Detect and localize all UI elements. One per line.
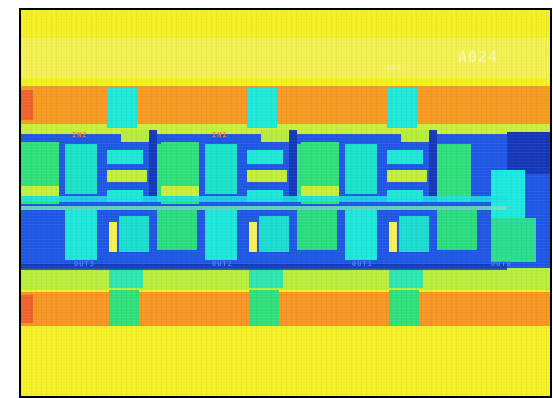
- cell-1-gate-finger: [249, 222, 257, 252]
- output-label-out2: OUT2: [212, 260, 233, 268]
- cell-2-gate-stripe-left: [301, 186, 339, 196]
- cell-1-green-well: [297, 210, 337, 250]
- cell-1-cyan-well-b: [205, 210, 237, 260]
- lower-lime-band: [21, 268, 550, 290]
- cell-0-top-contact: [107, 88, 137, 128]
- right-cyan-pad: [491, 170, 525, 220]
- cell-0-gate-stripe-left: [21, 186, 59, 196]
- cell-1-top-contact: [247, 88, 277, 128]
- corner-mark: IN0: [386, 64, 402, 72]
- cell-0-gate-finger: [109, 222, 117, 252]
- cell-1-contact-bar-3: [247, 170, 287, 182]
- cell-2-cyan-well-b: [345, 210, 377, 260]
- left-edge-red-top: [21, 90, 33, 120]
- cell-2-output-pad: [389, 290, 419, 326]
- image-frame: A024 IN0 IN2 IN1 OUT3 OUT2 OUT1 OUT0: [19, 8, 552, 398]
- cell-2-green-well: [437, 210, 477, 250]
- cell-0-cyan-well-a: [65, 144, 97, 194]
- upper-orange-band: [21, 86, 550, 124]
- input-label-in1: IN1: [212, 131, 228, 139]
- cell-1-cyan-well-a: [205, 144, 237, 194]
- cell-2-contact-bar-3: [387, 170, 427, 182]
- cell-0-contact-bar-1: [121, 130, 157, 142]
- cell-0-lower-contact: [109, 268, 143, 288]
- output-label-out0: OUT0: [491, 260, 512, 268]
- rail-dark: [21, 264, 507, 270]
- chip-id-label: A024: [458, 48, 499, 66]
- left-edge-red-bottom: [21, 295, 33, 323]
- die-photo: A024 IN0 IN2 IN1 OUT3 OUT2 OUT1 OUT0: [21, 10, 550, 396]
- cell-0-mid-contact: [119, 216, 149, 252]
- cell-1-lower-contact: [249, 268, 283, 288]
- cell-2-contact-bar-1: [401, 130, 437, 142]
- rail-cyan: [21, 196, 507, 202]
- cell-0-output-pad: [109, 290, 139, 326]
- cell-1-mid-contact: [259, 216, 289, 252]
- cell-0-contact-bar-2: [107, 150, 143, 164]
- cell-0-contact-bar-3: [107, 170, 147, 182]
- cell-2-cyan-well-a: [345, 144, 377, 194]
- output-label-out1: OUT1: [352, 260, 373, 268]
- cell-1-output-pad: [249, 290, 279, 326]
- cell-2-contact-bar-2: [387, 150, 423, 164]
- cell-1-dark-trench: [289, 130, 297, 200]
- cell-2-gate-finger: [389, 222, 397, 252]
- cell-1-gate-stripe-left: [161, 186, 199, 196]
- mid-lime-band: [21, 124, 550, 134]
- cell-2-gate-pad-right: [437, 144, 471, 202]
- lower-orange-band: [21, 292, 550, 326]
- cell-0-green-well: [157, 210, 197, 250]
- cell-2-mid-contact: [399, 216, 429, 252]
- bottom-yellow-band: [21, 326, 550, 396]
- top-pale-band: [21, 38, 550, 78]
- right-green-pad: [491, 218, 536, 262]
- input-label-in2: IN2: [72, 131, 88, 139]
- cell-0-cyan-well-b: [65, 210, 97, 260]
- cell-1-contact-bar-1: [261, 130, 297, 142]
- cell-0-dark-trench: [149, 130, 157, 200]
- right-dark-blue-pad: [507, 132, 550, 174]
- cell-2-top-contact: [387, 88, 417, 128]
- cell-1-contact-bar-2: [247, 150, 283, 164]
- output-label-out3: OUT3: [74, 260, 95, 268]
- cell-2-dark-trench: [429, 130, 437, 200]
- rail-green: [21, 206, 507, 210]
- cell-2-lower-contact: [389, 268, 423, 288]
